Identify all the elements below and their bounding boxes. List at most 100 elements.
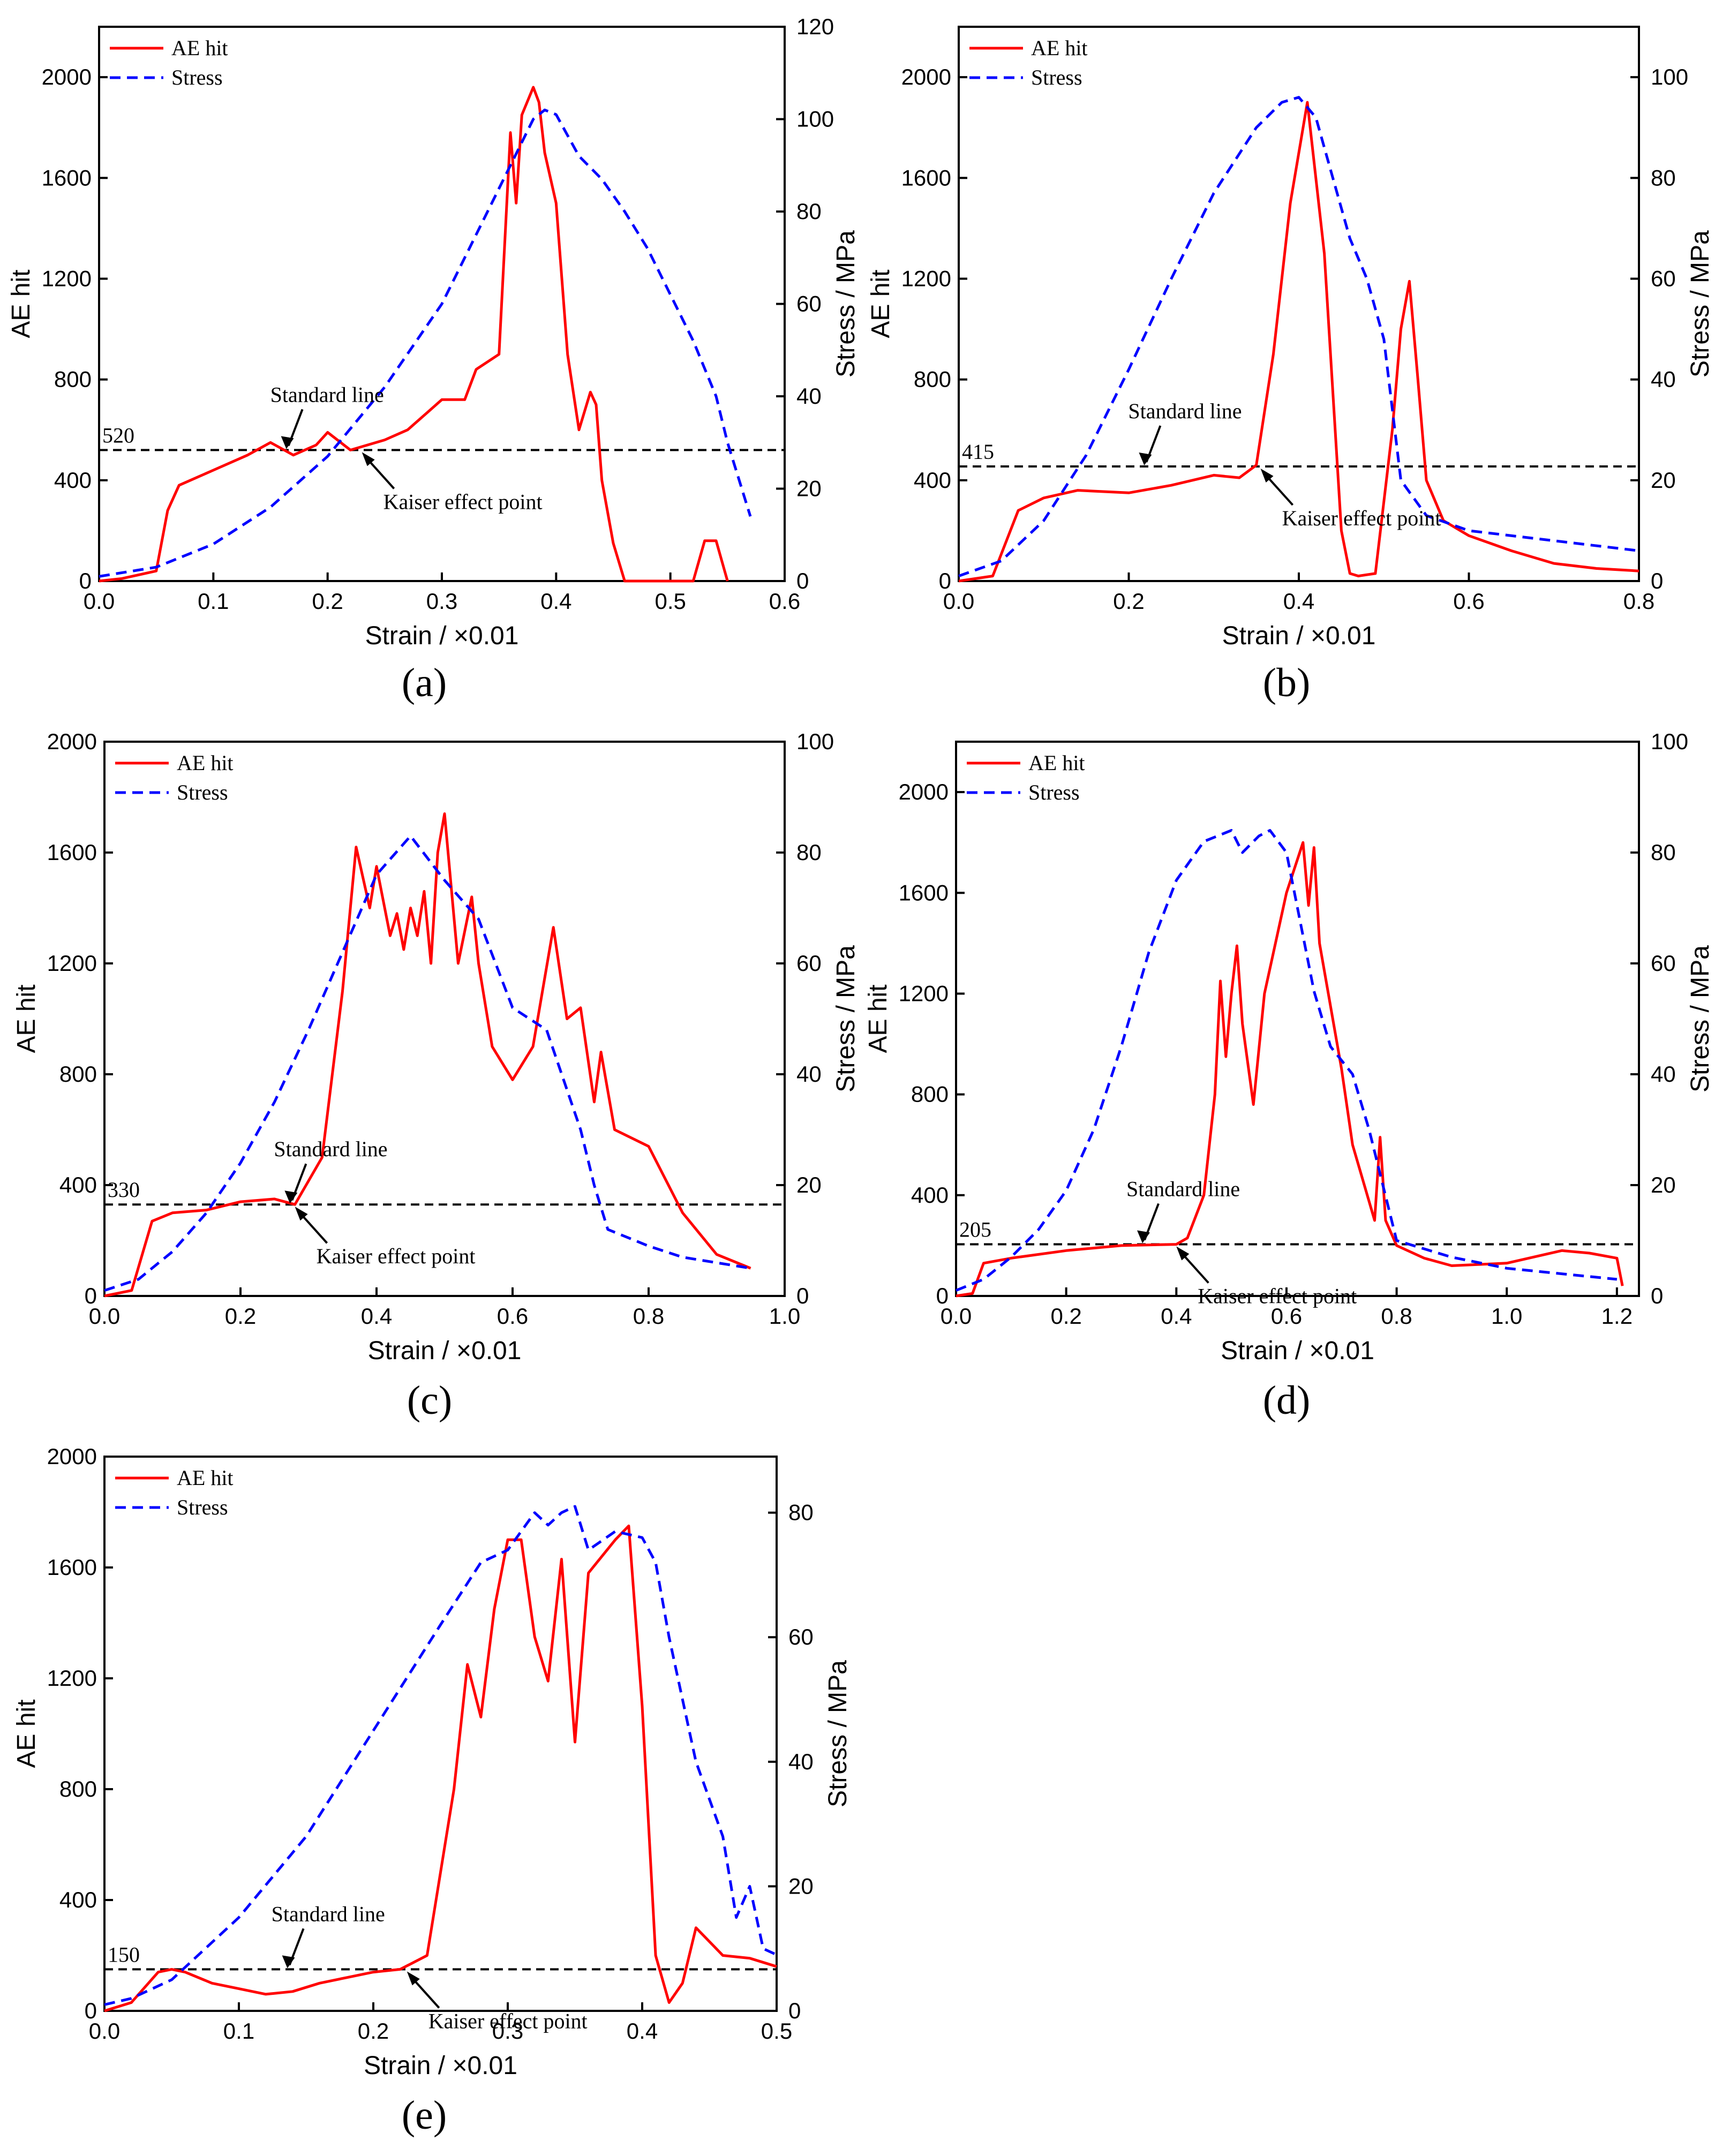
x-axis-label: Strain / ×0.01 <box>1221 1337 1374 1365</box>
chart-panel-3: 0.0 0.2 0.4 0.6 0.8 1.00400800120016002000020… <box>12 729 860 1423</box>
kaiser-effect-label: Kaiser effect point <box>383 489 543 514</box>
ae-hit-series-line <box>104 812 751 1298</box>
x-tick-label: 0.0 <box>89 2018 120 2044</box>
x-tick-label: 0.5 <box>655 589 686 614</box>
standard-value-label: 520 <box>102 423 134 447</box>
standard-value-label: 150 <box>108 1942 140 1966</box>
y-tick-label: 800 <box>59 1776 97 1801</box>
x-axis-label: Strain / ×0.01 <box>364 2052 517 2080</box>
y-tick-label: 1600 <box>899 880 949 905</box>
y-tick-label: 400 <box>59 1172 97 1197</box>
y2-tick-label: 20 <box>796 476 822 501</box>
y2-tick-label: 0 <box>796 568 809 593</box>
x-tick-label: 0.4 <box>361 1303 392 1329</box>
x-tick-label: 0.2 <box>358 2018 389 2044</box>
kaiser-arrowhead <box>1260 468 1274 483</box>
standard-value-label: 330 <box>108 1178 140 1202</box>
legend-ae-label: AE hit <box>171 36 228 60</box>
y2-tick-label: 60 <box>788 1624 814 1649</box>
x-tick-label: 1.2 <box>1601 1303 1633 1329</box>
legend-ae-label: AE hit <box>177 1466 234 1490</box>
y-tick-label: 1600 <box>47 1555 97 1580</box>
y-tick-label: 800 <box>59 1061 97 1087</box>
legend-ae-label: AE hit <box>1031 36 1088 60</box>
y2-tick-label: 40 <box>796 383 822 409</box>
y2-tick-label: 20 <box>788 1873 814 1898</box>
legend-stress-label: Stress <box>1031 65 1082 89</box>
legend-stress-label: Stress <box>177 1495 228 1519</box>
y-tick-label: 1200 <box>47 1665 97 1691</box>
y-tick-label: 2000 <box>899 779 949 804</box>
x-tick-label: 0.3 <box>492 2018 523 2044</box>
x-axis-label: Strain / ×0.01 <box>1222 622 1376 650</box>
y-tick-label: 1600 <box>47 840 97 865</box>
x-tick-label: 0.4 <box>1283 589 1314 614</box>
x-tick-label: 0.4 <box>627 2018 658 2044</box>
y-axis-label: AE hit <box>864 984 892 1053</box>
y2-tick-label: 0 <box>796 1283 809 1308</box>
y2-axis-label: Stress / MPa <box>1686 945 1714 1092</box>
ae-hit-series-line <box>104 1524 777 2012</box>
chart-panel-1: 0.0 0.1 0.2 0.3 0.4 0.5 0.60400800120016002000… <box>7 14 860 705</box>
y-tick-label: 2000 <box>47 1444 97 1469</box>
x-axis-label: Strain / ×0.01 <box>368 1337 522 1365</box>
y2-tick-label: 40 <box>788 1749 814 1774</box>
y-tick-label: 0 <box>79 568 92 593</box>
y2-tick-label: 20 <box>796 1172 822 1197</box>
x-tick-label: 0.2 <box>312 589 343 614</box>
x-tick-label: 0.5 <box>761 2018 792 2044</box>
x-tick-label: 0.3 <box>426 589 457 614</box>
y2-tick-label: 120 <box>796 14 834 39</box>
stress-series-line <box>104 834 751 1292</box>
x-tick-label: 0.8 <box>633 1303 664 1329</box>
y-tick-label: 0 <box>936 1283 949 1308</box>
y2-tick-label: 20 <box>1651 468 1676 493</box>
y2-tick-label: 80 <box>1651 840 1676 865</box>
y2-tick-label: 100 <box>796 107 834 132</box>
standard-line-arrowhead <box>281 436 294 449</box>
x-tick-label: 1.0 <box>769 1303 800 1329</box>
y2-tick-label: 0 <box>788 1998 801 2023</box>
y2-tick-label: 0 <box>1651 568 1663 593</box>
kaiser-arrowhead <box>295 1207 308 1221</box>
y-tick-label: 400 <box>911 1182 949 1208</box>
y2-axis-label: Stress / MPa <box>1686 230 1714 378</box>
y-tick-label: 1200 <box>47 951 97 976</box>
standard-line-label: Standard line <box>274 1137 387 1161</box>
y2-tick-label: 100 <box>796 729 834 754</box>
x-axis-label: Strain / ×0.01 <box>365 622 519 650</box>
y-tick-label: 400 <box>54 468 92 493</box>
y2-tick-label: 40 <box>796 1061 822 1087</box>
y2-tick-label: 60 <box>796 951 822 976</box>
x-tick-label: 0.0 <box>89 1303 120 1329</box>
y2-tick-label: 80 <box>788 1500 814 1525</box>
y2-tick-label: 60 <box>1651 266 1676 291</box>
y-axis-label: AE hit <box>12 1699 41 1768</box>
y2-tick-label: 40 <box>1651 1061 1676 1087</box>
stress-series-line <box>104 1505 778 2006</box>
panel-label: (c) <box>407 1378 452 1423</box>
stress-series-line <box>956 829 1618 1292</box>
y-axis-label: AE hit <box>867 269 895 338</box>
standard-line-arrowhead <box>284 1190 298 1204</box>
panel-label: (b) <box>1263 660 1311 705</box>
plot-frame <box>955 741 1640 1297</box>
y-tick-label: 1600 <box>901 165 951 190</box>
x-tick-label: 0.0 <box>84 589 115 614</box>
kaiser-effect-label: Kaiser effect point <box>1198 1284 1357 1308</box>
kaiser-effect-label: Kaiser effect point <box>317 1244 476 1268</box>
x-tick-label: 0.4 <box>1161 1303 1192 1329</box>
chart-panel-2: 0.0 0.2 0.4 0.6 0.80400800120016002000020406… <box>867 26 1714 705</box>
kaiser-arrowhead <box>407 1971 420 1986</box>
y-tick-label: 400 <box>914 468 951 493</box>
y-tick-label: 1200 <box>42 266 92 291</box>
y-axis-label: AE hit <box>12 984 41 1053</box>
panel-label: (d) <box>1263 1378 1311 1423</box>
y2-tick-label: 80 <box>796 199 822 224</box>
plot-frame <box>958 26 1640 582</box>
legend-stress-label: Stress <box>1028 780 1080 804</box>
y-tick-label: 0 <box>85 1998 97 2023</box>
y-tick-label: 1200 <box>899 981 949 1006</box>
y-tick-label: 800 <box>914 367 951 392</box>
